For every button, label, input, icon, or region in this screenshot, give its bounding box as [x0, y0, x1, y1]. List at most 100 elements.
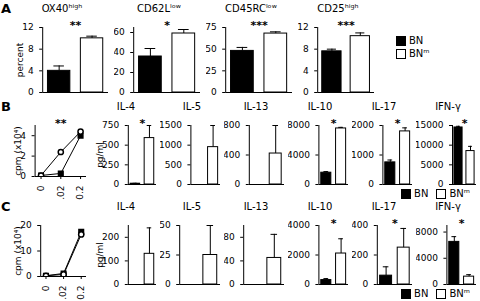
- svg-text:4000: 4000: [416, 253, 438, 263]
- svg-text:1000: 1000: [352, 150, 374, 160]
- svg-text:0: 0: [432, 279, 438, 287]
- svg-text:4000: 4000: [288, 220, 310, 230]
- svg-text:cpm (x10⁴): cpm (x10⁴): [13, 226, 23, 276]
- svg-text:8: 8: [28, 44, 34, 54]
- svg-text:8000: 8000: [416, 227, 438, 237]
- svg-text:0: 0: [114, 179, 120, 187]
- html-text:CD62Lˡᵒʷ: CD62Lˡᵒʷ: [137, 3, 181, 14]
- svg-text:10: 10: [20, 245, 32, 256]
- svg-text:5000: 5000: [421, 160, 444, 170]
- svg-text:50: 50: [206, 44, 217, 54]
- svg-text:400: 400: [352, 220, 369, 230]
- svg-text:0: 0: [235, 179, 241, 187]
- svg-text:**: **: [70, 19, 82, 32]
- svg-text:200: 200: [102, 232, 119, 242]
- svg-text:2000: 2000: [288, 250, 310, 260]
- html-text:BNᵐ: BNᵐ: [449, 188, 470, 199]
- svg-text:8: 8: [303, 44, 309, 54]
- svg-text:40: 40: [224, 256, 235, 266]
- svg-text:500: 500: [165, 160, 182, 170]
- svg-text:***: ***: [250, 19, 268, 32]
- svg-text:4000: 4000: [288, 150, 310, 160]
- svg-text:800: 800: [224, 120, 241, 130]
- svg-text:0: 0: [438, 179, 444, 187]
- svg-text:*: *: [164, 19, 170, 32]
- svg-text:*: *: [395, 117, 401, 130]
- svg-text:0: 0: [176, 179, 182, 187]
- html-text:CD45RCˡᵒʷ: CD45RCˡᵒʷ: [225, 3, 277, 14]
- svg-text:25: 25: [206, 66, 217, 76]
- svg-text:0: 0: [368, 179, 374, 187]
- svg-text:50: 50: [160, 220, 171, 230]
- svg-text:2000: 2000: [352, 120, 374, 130]
- svg-text:200: 200: [352, 250, 369, 260]
- svg-text:percent: percent: [15, 42, 25, 77]
- svg-text:*: *: [392, 217, 398, 230]
- html-text:IL-5: IL-5: [182, 101, 202, 112]
- svg-text:25: 25: [160, 250, 171, 260]
- svg-text:400: 400: [224, 150, 241, 160]
- svg-text:pg/ml: pg/ml: [95, 142, 105, 168]
- html-text:BNᵐ: BNᵐ: [409, 48, 430, 59]
- svg-text:75: 75: [206, 22, 217, 32]
- svg-text:4: 4: [303, 66, 309, 76]
- html-text:IL-10: IL-10: [307, 201, 333, 212]
- svg-text:**: **: [55, 117, 67, 130]
- svg-text:0: 0: [303, 87, 309, 95]
- svg-text:12: 12: [298, 22, 309, 32]
- html-text:IL-13: IL-13: [243, 101, 269, 112]
- svg-text:1000: 1000: [160, 140, 182, 150]
- svg-text:250: 250: [102, 159, 120, 170]
- svg-text:750: 750: [102, 120, 119, 130]
- svg-text:100: 100: [102, 255, 120, 266]
- svg-text:0: 0: [165, 279, 171, 287]
- svg-text:*: *: [331, 217, 337, 230]
- svg-text:1500: 1500: [160, 120, 182, 130]
- svg-text:0: 0: [41, 285, 51, 291]
- html-text:OX40ʰⁱᵍʰ: OX40ʰⁱᵍʰ: [41, 3, 83, 14]
- svg-text:12: 12: [22, 22, 33, 32]
- svg-text:0: 0: [26, 271, 32, 281]
- svg-text:***: ***: [337, 19, 355, 32]
- svg-text:20: 20: [20, 220, 32, 231]
- svg-text:20: 20: [114, 67, 125, 77]
- html-text:BN: BN: [414, 188, 429, 199]
- html-text:CD25ʰⁱᵍʰ: CD25ʰⁱᵍʰ: [317, 3, 359, 14]
- html-text:IFN-γ: IFN-γ: [435, 101, 461, 112]
- svg-text:80: 80: [224, 232, 235, 242]
- svg-text:*: *: [331, 117, 337, 130]
- svg-text:0: 0: [304, 179, 310, 187]
- html-text:BN: BN: [409, 35, 424, 46]
- svg-text:0: 0: [114, 279, 120, 287]
- html-text:IL-17: IL-17: [371, 101, 397, 112]
- svg-text:0: 0: [363, 279, 369, 287]
- svg-text:cpm (x10⁴): cpm (x10⁴): [13, 126, 23, 176]
- svg-text:*: *: [140, 117, 146, 130]
- svg-text:0: 0: [304, 279, 310, 287]
- html-text:IL-4: IL-4: [116, 101, 136, 112]
- svg-text:0: 0: [229, 279, 235, 287]
- svg-text:0.2: 0.2: [76, 286, 86, 300]
- svg-text:0: 0: [119, 87, 125, 95]
- svg-text:60: 60: [114, 27, 125, 37]
- svg-text:0: 0: [211, 87, 217, 95]
- svg-text:*: *: [459, 217, 465, 230]
- svg-text:40: 40: [114, 47, 125, 57]
- html-text:IL-17: IL-17: [371, 201, 397, 212]
- svg-text:0: 0: [36, 185, 46, 191]
- svg-text:8000: 8000: [288, 120, 310, 130]
- html-text:IL-13: IL-13: [243, 201, 269, 212]
- svg-text:0.02: 0.02: [56, 186, 66, 201]
- svg-text:0.02: 0.02: [58, 286, 68, 301]
- svg-text:0: 0: [28, 87, 34, 95]
- html-text:IL-4: IL-4: [116, 201, 136, 212]
- svg-text:4: 4: [28, 66, 34, 76]
- svg-text:10000: 10000: [416, 140, 444, 150]
- html-text:A: A: [1, 1, 12, 16]
- svg-text:0.2: 0.2: [75, 186, 85, 200]
- html-text:IL-5: IL-5: [182, 201, 202, 212]
- svg-text:pg/ml: pg/ml: [95, 242, 105, 268]
- svg-text:*: *: [462, 117, 468, 130]
- html-text:IL-10: IL-10: [307, 101, 333, 112]
- svg-text:15000: 15000: [416, 120, 444, 130]
